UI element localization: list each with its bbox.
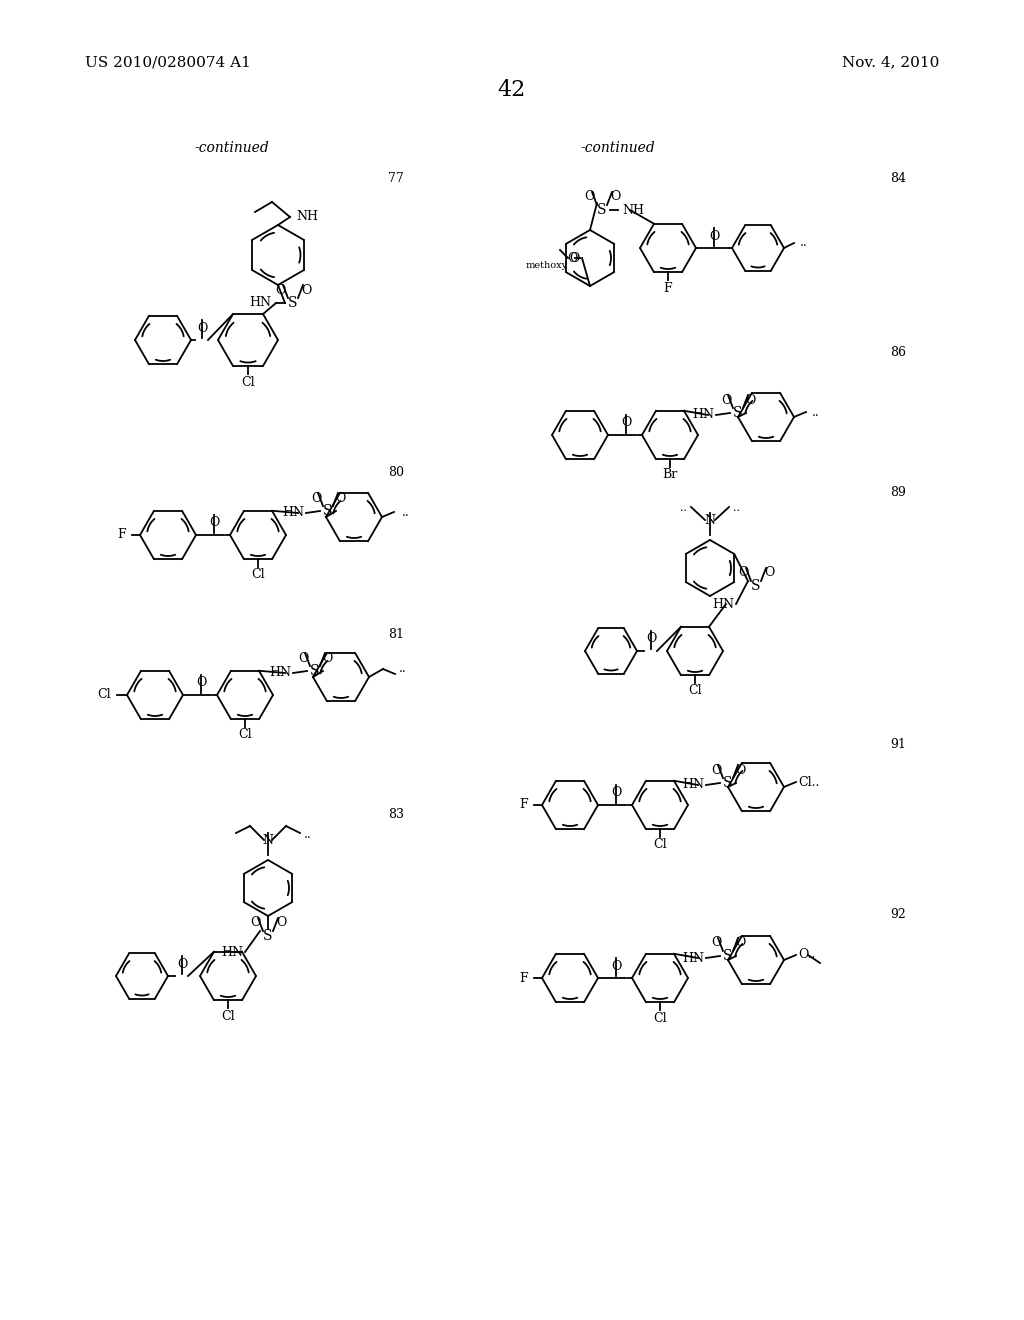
Text: O: O <box>311 491 322 504</box>
Text: F: F <box>664 281 673 294</box>
Text: HN: HN <box>249 297 271 309</box>
Text: NH: NH <box>296 210 318 223</box>
Text: O: O <box>301 284 311 297</box>
Text: NH: NH <box>622 203 644 216</box>
Text: US 2010/0280074 A1: US 2010/0280074 A1 <box>85 55 251 69</box>
Text: 86: 86 <box>890 346 906 359</box>
Text: HN: HN <box>282 507 304 520</box>
Text: Cl: Cl <box>221 1010 234 1023</box>
Text: HN: HN <box>682 952 705 965</box>
Text: S: S <box>324 504 333 517</box>
Text: O: O <box>735 763 745 776</box>
Text: -continued: -continued <box>581 141 655 154</box>
Text: O: O <box>584 190 594 203</box>
Text: 83: 83 <box>388 808 404 821</box>
Text: HN: HN <box>682 779 705 792</box>
Text: O: O <box>610 190 621 203</box>
Text: Cl..: Cl.. <box>798 776 819 788</box>
Text: S: S <box>288 296 298 310</box>
Text: O: O <box>721 393 731 407</box>
Text: O: O <box>610 960 622 973</box>
Text: ..: .. <box>733 503 740 513</box>
Text: Cl: Cl <box>653 1011 667 1024</box>
Text: O: O <box>610 787 622 800</box>
Text: ..: .. <box>402 506 410 519</box>
Text: 89: 89 <box>890 486 906 499</box>
Text: O: O <box>764 566 774 579</box>
Text: -continued: -continued <box>195 141 269 154</box>
Text: methoxy: methoxy <box>526 260 568 269</box>
Text: 81: 81 <box>388 628 404 642</box>
Text: O: O <box>298 652 308 664</box>
Text: 80: 80 <box>388 466 404 479</box>
Text: HN: HN <box>692 408 714 421</box>
Text: O: O <box>275 916 286 929</box>
Text: 42: 42 <box>498 79 526 102</box>
Text: O: O <box>567 252 578 264</box>
Text: S: S <box>723 776 733 789</box>
Text: O: O <box>569 252 580 264</box>
Text: O: O <box>711 763 721 776</box>
Text: ..: .. <box>399 663 407 676</box>
Text: S: S <box>263 929 272 942</box>
Text: N: N <box>262 833 273 846</box>
Text: O: O <box>621 417 631 429</box>
Text: O: O <box>322 652 332 664</box>
Text: Cl: Cl <box>242 375 255 388</box>
Text: ..: .. <box>800 236 808 249</box>
Text: O: O <box>738 566 749 579</box>
Text: Cl: Cl <box>688 685 701 697</box>
Text: O: O <box>335 491 345 504</box>
Text: Cl: Cl <box>239 729 252 742</box>
Text: O: O <box>709 230 719 243</box>
Text: Br: Br <box>663 469 678 482</box>
Text: O: O <box>274 284 286 297</box>
Text: HN: HN <box>269 667 291 680</box>
Text: Cl: Cl <box>97 689 111 701</box>
Text: 92: 92 <box>890 908 906 921</box>
Text: S: S <box>733 407 742 420</box>
Text: HN: HN <box>221 945 243 958</box>
Text: N: N <box>705 513 716 527</box>
Text: S: S <box>723 949 733 964</box>
Text: ..: .. <box>304 829 311 842</box>
Text: HN: HN <box>712 598 734 610</box>
Text: Cl: Cl <box>251 569 265 582</box>
Text: Cl: Cl <box>653 838 667 851</box>
Text: F: F <box>519 799 528 812</box>
Text: O: O <box>209 516 219 529</box>
Text: S: S <box>310 664 319 678</box>
Text: O: O <box>197 322 207 334</box>
Text: ..: .. <box>680 503 687 513</box>
Text: 84: 84 <box>890 173 906 186</box>
Text: F: F <box>519 972 528 985</box>
Text: ..: .. <box>812 405 820 418</box>
Text: O..: O.. <box>798 949 815 961</box>
Text: O: O <box>250 916 260 929</box>
Text: O: O <box>196 676 206 689</box>
Text: S: S <box>752 579 761 593</box>
Text: O: O <box>735 936 745 949</box>
Text: S: S <box>597 203 607 216</box>
Text: 77: 77 <box>388 173 403 186</box>
Text: O: O <box>744 393 755 407</box>
Text: O: O <box>711 936 721 949</box>
Text: O: O <box>646 632 656 645</box>
Text: O: O <box>177 957 187 970</box>
Text: Nov. 4, 2010: Nov. 4, 2010 <box>842 55 939 69</box>
Text: F: F <box>118 528 126 541</box>
Text: 91: 91 <box>890 738 906 751</box>
